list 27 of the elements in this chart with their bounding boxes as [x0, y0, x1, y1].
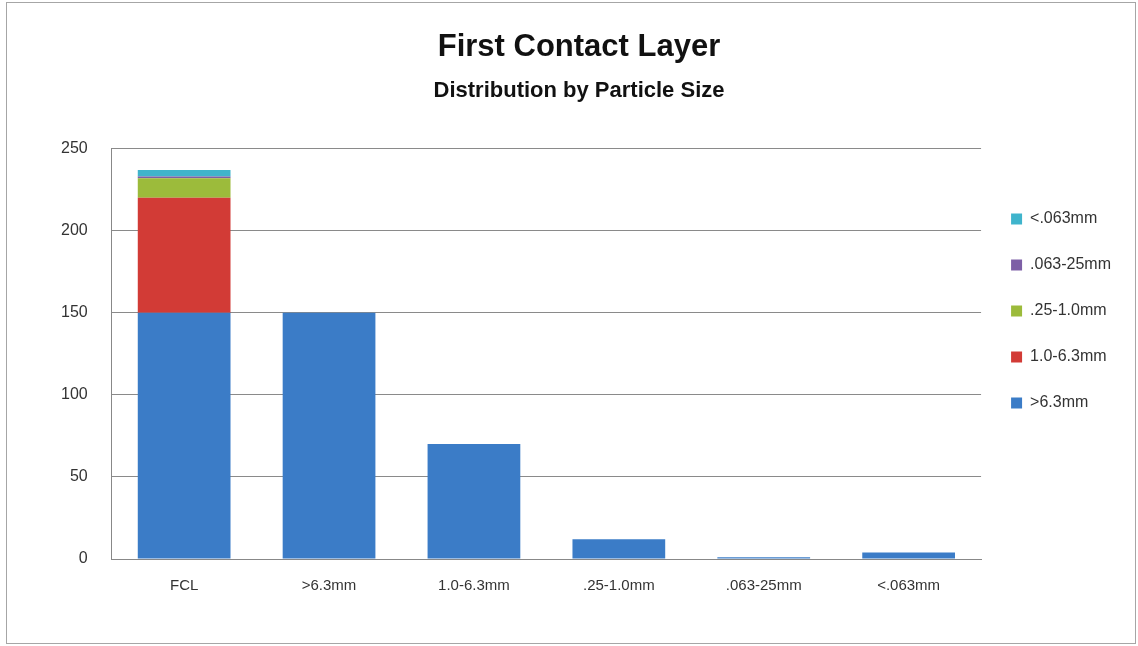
x-tick-label: .25-1.0mm	[582, 576, 655, 594]
y-tick-label: 150	[60, 303, 88, 321]
x-tick-label: .063-25mm	[725, 576, 802, 594]
bar	[137, 169, 231, 177]
bar	[137, 178, 231, 198]
legend-label: <.063mm	[1030, 209, 1098, 227]
bar	[862, 552, 955, 559]
x-tick-label: >6.3mm	[301, 576, 357, 594]
legend-label: >6.3mm	[1030, 393, 1089, 411]
x-tick-label: FCL	[169, 576, 199, 594]
legend-label: .063-25mm	[1030, 255, 1111, 273]
y-tick-label: 50	[69, 467, 88, 485]
bar	[427, 444, 521, 559]
bar	[137, 312, 231, 559]
x-tick-label: 1.0-6.3mm	[438, 576, 510, 594]
legend-label: 1.0-6.3mm	[1030, 347, 1107, 365]
chart-title: First Contact Layer	[437, 28, 721, 64]
bar	[137, 197, 231, 313]
chart-subtitle: Distribution by Particle Size	[433, 77, 725, 103]
y-tick-label: 0	[78, 549, 88, 567]
bar	[282, 312, 376, 559]
bar	[572, 539, 666, 559]
y-tick-label: 250	[60, 139, 88, 157]
x-tick-label: <.063mm	[877, 576, 941, 594]
y-tick-label: 200	[60, 221, 88, 239]
legend-label: .25-1.0mm	[1030, 301, 1107, 319]
y-tick-label: 100	[60, 385, 88, 403]
